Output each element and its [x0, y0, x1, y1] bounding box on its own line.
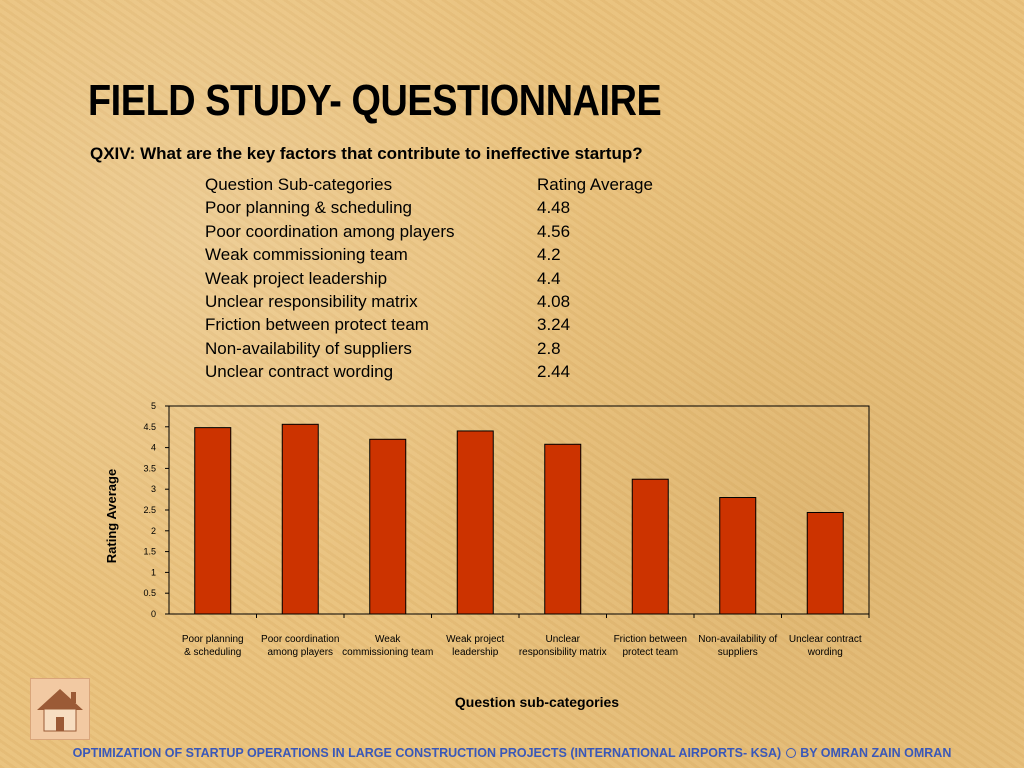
table-cell-value: 2.8 [537, 338, 561, 358]
table-cell-category: Non-availability of suppliers [205, 338, 412, 358]
y-tick-label: 2.5 [143, 505, 156, 515]
bar [194, 427, 232, 615]
bar [719, 497, 757, 615]
table-cell-category: Weak project leadership [205, 268, 388, 288]
y-tick-label: 4 [151, 443, 156, 453]
table-cell-value: 3.24 [537, 315, 571, 335]
table-cell-category: Friction between protect team [205, 315, 429, 335]
x-tick-label: Unclear responsibility matrix [519, 634, 607, 658]
y-tick-label: 1 [151, 567, 156, 577]
bar-chart: 0 0.5 1 1.5 2 2.5 3 3.5 4 4.5 5 Poor planning & sche… [104, 401, 870, 710]
y-tick-label: 0.5 [143, 588, 156, 598]
table-row: Poor planning & scheduling 4.48 [205, 196, 687, 219]
bar [456, 430, 494, 615]
table-row: Poor coordination among players 4.56 [205, 220, 687, 243]
table-cell-value: 4.48 [537, 198, 571, 218]
table-row: Non-availability of suppliers 2.8 [205, 337, 687, 360]
footer: OPTIMIZATION OF STARTUP OPERATIONS IN LA… [0, 746, 1024, 760]
slide-title: FIELD STUDY- QUESTIONNAIRE [88, 76, 662, 125]
bar [806, 511, 844, 615]
table-cell-category: Poor coordination among players [205, 221, 455, 241]
table-cell-category: Poor planning & scheduling [205, 198, 412, 218]
home-button[interactable] [30, 678, 90, 740]
bar [281, 423, 319, 615]
x-tick-label: Poor coordination among players [261, 634, 339, 658]
table-header-value: Rating Average [537, 175, 653, 194]
table-row: Weak project leadership 4.4 [205, 267, 687, 290]
footer-title: OPTIMIZATION OF STARTUP OPERATIONS IN LA… [72, 746, 782, 760]
ratings-table: Question Sub-categories Rating Average P… [205, 173, 687, 384]
circle-icon [785, 748, 796, 758]
table-cell-value: 4.56 [537, 221, 571, 241]
question-text: QXIV: What are the key factors that cont… [90, 144, 643, 163]
table-cell-value: 4.2 [537, 245, 561, 265]
x-tick-label: Weak project leadership [446, 634, 504, 658]
y-tick-label: 1.5 [143, 547, 156, 557]
table-cell-category: Weak commissioning team [205, 245, 408, 265]
table-cell-category: Unclear responsibility matrix [205, 291, 418, 311]
y-axis-label: Rating Average [104, 469, 119, 563]
table-cell-value: 4.08 [537, 291, 571, 311]
x-tick-label: Non-availability of suppliers [698, 634, 777, 658]
x-tick-label: Friction between protect team [614, 634, 687, 658]
table-row: Unclear contract wording 2.44 [205, 360, 687, 383]
bar [544, 443, 582, 615]
table-header-category: Question Sub-categories [205, 175, 393, 194]
table-row: Friction between protect team 3.24 [205, 313, 687, 336]
y-tick-label: 3.5 [143, 463, 156, 473]
table-cell-value: 4.4 [537, 268, 561, 288]
y-tick-label: 4.5 [143, 422, 156, 432]
home-icon [37, 689, 83, 732]
table-row: Unclear responsibility matrix 4.08 [205, 290, 687, 313]
x-axis-label: Question sub-categories [455, 694, 619, 710]
bar [631, 478, 669, 615]
y-tick-label: 5 [151, 401, 156, 411]
plot-area [168, 405, 870, 615]
x-tick-label: Unclear contract wording [789, 634, 862, 658]
bar [369, 438, 407, 615]
footer-author: BY OMRAN ZAIN OMRAN [800, 746, 952, 760]
table-row: Weak commissioning team 4.2 [205, 243, 687, 266]
table-header-row: Question Sub-categories Rating Average [205, 173, 687, 196]
table-cell-category: Unclear contract wording [205, 362, 394, 382]
y-tick-label: 3 [151, 484, 156, 494]
table-cell-value: 2.44 [537, 362, 571, 382]
y-tick-label: 0 [151, 609, 156, 619]
x-tick-label: Weak commissioning team [342, 634, 433, 658]
x-tick-label: Poor planning & scheduling [182, 634, 244, 658]
y-tick-label: 2 [151, 526, 156, 536]
